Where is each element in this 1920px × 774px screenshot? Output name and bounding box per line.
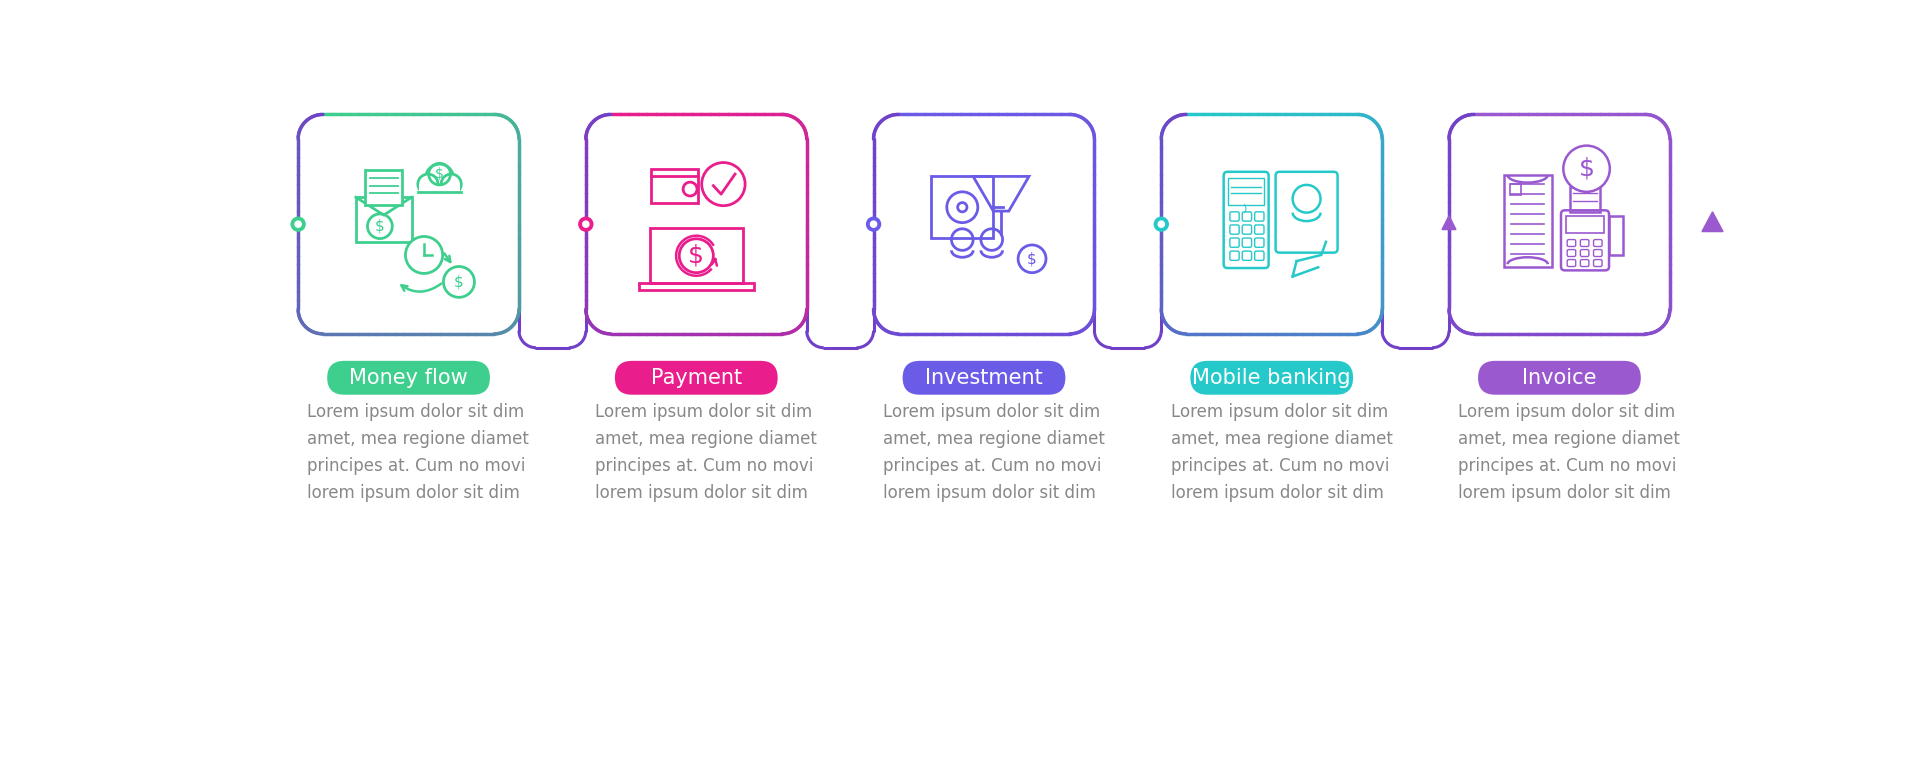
FancyBboxPatch shape	[588, 117, 804, 331]
Bar	[1503, 175, 1551, 267]
Text: Lorem ipsum dolor sit dim
amet, mea regione diamet
principes at. Cum no movi
lor: Lorem ipsum dolor sit dim amet, mea regi…	[1459, 403, 1680, 502]
Text: Lorem ipsum dolor sit dim
amet, mea regione diamet
principes at. Cum no movi
lor: Lorem ipsum dolor sit dim amet, mea regi…	[595, 403, 818, 502]
Text: Lorem ipsum dolor sit dim
amet, mea regione diamet
principes at. Cum no movi
lor: Lorem ipsum dolor sit dim amet, mea regi…	[883, 403, 1104, 502]
Circle shape	[584, 221, 589, 228]
Circle shape	[1154, 217, 1167, 231]
Bar	[1509, 184, 1521, 195]
Polygon shape	[1442, 216, 1455, 230]
Text: Payment: Payment	[651, 368, 741, 388]
Circle shape	[419, 174, 438, 194]
FancyBboxPatch shape	[1164, 117, 1380, 331]
Circle shape	[442, 174, 461, 194]
FancyBboxPatch shape	[1452, 117, 1668, 331]
Text: $: $	[436, 167, 444, 181]
Text: $: $	[687, 244, 705, 268]
Circle shape	[578, 217, 593, 231]
Circle shape	[444, 266, 474, 297]
Bar	[1609, 217, 1622, 255]
Text: $: $	[1578, 156, 1596, 180]
Bar	[355, 197, 411, 241]
Polygon shape	[1701, 212, 1722, 231]
Text: $: $	[453, 275, 465, 289]
FancyBboxPatch shape	[614, 361, 778, 395]
Bar	[651, 169, 697, 203]
Bar	[1571, 187, 1599, 212]
Circle shape	[1158, 221, 1164, 228]
Circle shape	[292, 217, 305, 231]
Text: Money flow: Money flow	[349, 368, 468, 388]
Bar	[649, 228, 743, 283]
Circle shape	[1018, 245, 1046, 272]
Text: $: $	[374, 219, 384, 234]
FancyBboxPatch shape	[300, 117, 516, 331]
Circle shape	[870, 221, 877, 228]
Text: $: $	[1027, 252, 1037, 266]
Circle shape	[426, 164, 453, 192]
FancyBboxPatch shape	[326, 361, 490, 395]
FancyBboxPatch shape	[1478, 361, 1642, 395]
Bar	[1565, 217, 1605, 234]
Text: Lorem ipsum dolor sit dim
amet, mea regione diamet
principes at. Cum no movi
lor: Lorem ipsum dolor sit dim amet, mea regi…	[1171, 403, 1392, 502]
FancyBboxPatch shape	[876, 117, 1092, 331]
Text: Invoice: Invoice	[1523, 368, 1597, 388]
Bar	[419, 184, 461, 198]
Bar	[1229, 178, 1263, 205]
Circle shape	[1563, 146, 1609, 192]
Circle shape	[405, 237, 444, 273]
Text: ): )	[1242, 204, 1246, 214]
Text: Lorem ipsum dolor sit dim
amet, mea regione diamet
principes at. Cum no movi
lor: Lorem ipsum dolor sit dim amet, mea regi…	[307, 403, 530, 502]
Bar	[365, 170, 403, 205]
Text: Investment: Investment	[925, 368, 1043, 388]
Text: Mobile banking: Mobile banking	[1192, 368, 1352, 388]
Bar	[931, 176, 993, 238]
FancyBboxPatch shape	[902, 361, 1066, 395]
Circle shape	[866, 217, 881, 231]
Circle shape	[296, 221, 301, 228]
FancyBboxPatch shape	[1190, 361, 1354, 395]
Bar	[639, 283, 755, 289]
